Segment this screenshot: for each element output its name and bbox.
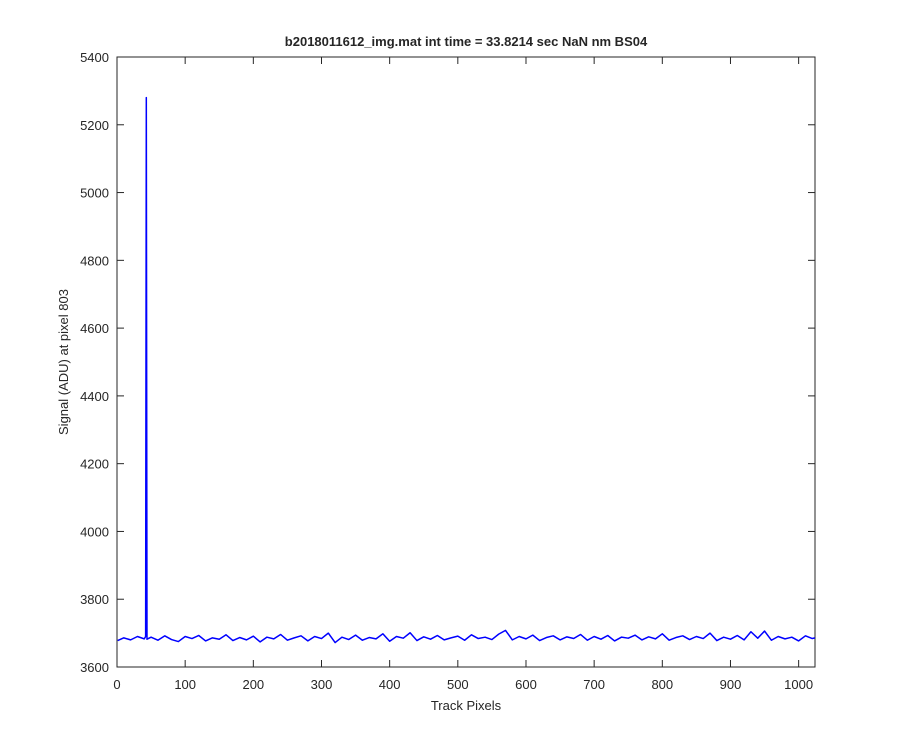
x-tick-label: 500 — [447, 677, 469, 692]
y-tick-label: 4800 — [80, 253, 109, 268]
x-tick-label: 100 — [174, 677, 196, 692]
y-tick-label: 5200 — [80, 118, 109, 133]
y-tick-label: 5000 — [80, 186, 109, 201]
plot-box — [116, 56, 816, 668]
x-tick-label: 800 — [651, 677, 673, 692]
y-axis-label: Signal (ADU) at pixel 803 — [56, 289, 71, 435]
y-tick-label: 4200 — [80, 457, 109, 472]
y-tick-label: 3600 — [80, 660, 109, 675]
x-tick-label: 400 — [379, 677, 401, 692]
x-tick-label: 300 — [311, 677, 333, 692]
y-tick-label: 5400 — [80, 50, 109, 65]
y-tick-label: 4600 — [80, 321, 109, 336]
y-tick-label: 3800 — [80, 592, 109, 607]
y-tick-label: 4400 — [80, 389, 109, 404]
x-tick-label: 0 — [113, 677, 120, 692]
x-tick-label: 700 — [583, 677, 605, 692]
data-line — [117, 96, 816, 644]
x-tick-label: 200 — [242, 677, 264, 692]
chart-title: b2018011612_img.mat int time = 33.8214 s… — [285, 34, 648, 49]
x-tick-label: 900 — [720, 677, 742, 692]
x-tick-label: 600 — [515, 677, 537, 692]
x-axis-label: Track Pixels — [431, 698, 502, 713]
y-tick-label: 4000 — [80, 524, 109, 539]
x-tick-label: 1000 — [784, 677, 813, 692]
